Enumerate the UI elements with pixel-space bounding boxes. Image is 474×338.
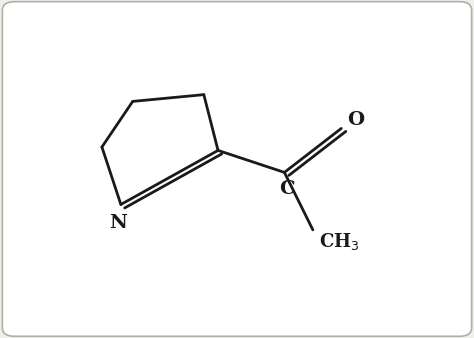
Text: O: O <box>347 111 364 129</box>
FancyBboxPatch shape <box>2 2 472 336</box>
Text: N: N <box>109 214 128 232</box>
Text: CH$_3$: CH$_3$ <box>319 231 359 252</box>
Text: C: C <box>279 179 294 198</box>
